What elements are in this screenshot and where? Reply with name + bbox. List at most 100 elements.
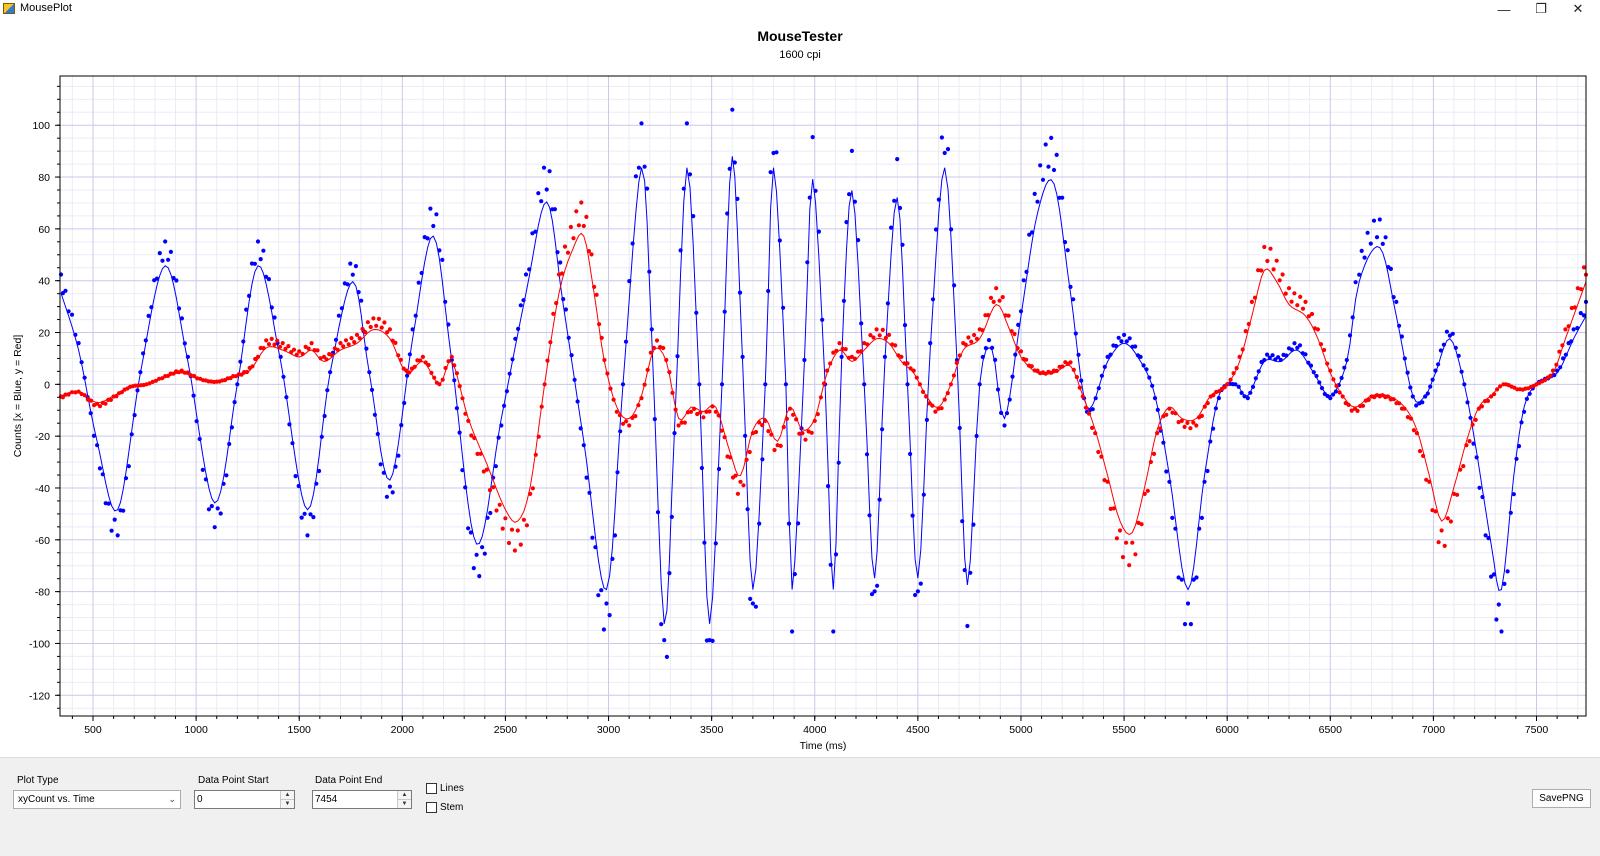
data-point	[980, 328, 985, 333]
data-point	[244, 369, 250, 375]
data-point	[1552, 373, 1557, 378]
data-point	[1068, 284, 1073, 289]
data-point	[787, 406, 793, 411]
close-button[interactable]: ✕	[1572, 1, 1584, 16]
data-point	[480, 545, 485, 550]
data-point	[379, 325, 384, 330]
data-point	[1122, 332, 1127, 337]
data-point	[503, 516, 508, 521]
maximize-button[interactable]: ❐	[1535, 1, 1547, 16]
plot-type-select[interactable]: xyCount vs. Time ⌄	[13, 790, 181, 809]
data-point-end-stepper[interactable]: ▲ ▼	[312, 790, 412, 809]
data-point-end-input[interactable]	[313, 791, 397, 808]
data-point	[491, 485, 496, 490]
data-point	[1253, 376, 1258, 381]
lines-checkbox[interactable]	[426, 783, 437, 794]
data-point	[552, 207, 558, 212]
data-point	[968, 570, 973, 575]
data-point	[942, 397, 947, 402]
save-png-button[interactable]: SavePNG	[1532, 789, 1591, 808]
data-point	[1083, 405, 1088, 410]
data-point	[568, 224, 574, 230]
data-point	[63, 392, 68, 397]
data-point	[1096, 449, 1101, 455]
data-point	[1012, 331, 1017, 337]
data-point	[1148, 459, 1153, 465]
data-point	[895, 157, 900, 162]
data-point	[972, 332, 977, 338]
x-axis-label: Time (ms)	[800, 740, 847, 752]
spin-down-icon[interactable]: ▼	[398, 799, 411, 808]
data-point	[772, 447, 777, 453]
lines-checkbox-label: Lines	[440, 783, 464, 794]
data-point	[454, 371, 459, 376]
data-point	[63, 288, 68, 293]
data-point	[1579, 287, 1584, 292]
data-point	[545, 358, 550, 363]
data-point	[449, 357, 454, 363]
data-point	[1377, 217, 1382, 222]
data-point	[1374, 235, 1380, 240]
data-point	[766, 429, 771, 434]
data-point	[620, 421, 626, 426]
spin-down-icon[interactable]: ▼	[281, 799, 294, 808]
data-point	[777, 238, 782, 243]
data-point	[1032, 191, 1037, 196]
data-point	[914, 375, 919, 380]
spin-up-icon[interactable]: ▲	[401, 792, 408, 798]
data-point	[516, 326, 521, 331]
spin-up-icon[interactable]: ▲	[284, 792, 291, 798]
data-point	[732, 160, 737, 165]
data-point	[733, 473, 738, 478]
x-tick-label: 1000	[184, 724, 208, 736]
data-point	[314, 481, 319, 486]
data-point	[927, 401, 932, 406]
data-point	[399, 423, 404, 428]
data-point	[299, 515, 304, 520]
data-point	[593, 545, 598, 550]
data-point	[902, 361, 907, 366]
data-point	[645, 186, 650, 191]
data-point	[847, 192, 852, 197]
data-point-start-stepper[interactable]: ▲ ▼	[194, 790, 295, 809]
data-point-start-input[interactable]	[195, 791, 279, 808]
data-point	[290, 441, 295, 446]
data-point	[735, 196, 740, 201]
plot-canvas[interactable]: 500 1000 1500 2000 2500 3000 3500 4000 4500 5000 5…	[0, 18, 1600, 757]
data-point	[900, 242, 905, 247]
data-point	[812, 418, 817, 423]
data-point	[1303, 352, 1308, 357]
data-point	[1108, 506, 1113, 511]
data-point	[999, 410, 1004, 415]
data-point	[735, 491, 741, 496]
data-point	[359, 298, 364, 303]
stem-checkbox[interactable]	[426, 802, 437, 813]
data-point	[1474, 455, 1479, 460]
data-point	[741, 483, 746, 488]
data-point	[605, 371, 610, 376]
data-point	[481, 469, 486, 474]
data-point	[468, 530, 473, 535]
data-point	[367, 370, 372, 375]
data-point	[252, 261, 257, 266]
data-point	[60, 395, 65, 400]
data-point	[1355, 408, 1360, 413]
data-point	[893, 343, 898, 348]
data-point	[1436, 362, 1441, 367]
data-point-start-spin-buttons[interactable]: ▲ ▼	[280, 791, 294, 808]
data-point	[1414, 431, 1419, 436]
data-point	[315, 348, 320, 353]
data-point	[994, 286, 999, 291]
minimize-button[interactable]: —	[1497, 1, 1511, 17]
data-point	[1430, 377, 1435, 382]
data-point	[1060, 195, 1065, 200]
data-point	[1295, 303, 1300, 308]
data-point	[1444, 329, 1449, 334]
data-point	[1256, 369, 1261, 374]
data-point	[1000, 295, 1005, 300]
data-point	[569, 353, 574, 358]
data-point-end-spin-buttons[interactable]: ▲ ▼	[397, 791, 411, 808]
data-point	[1043, 142, 1048, 147]
data-point	[805, 260, 810, 265]
data-point	[356, 290, 361, 295]
